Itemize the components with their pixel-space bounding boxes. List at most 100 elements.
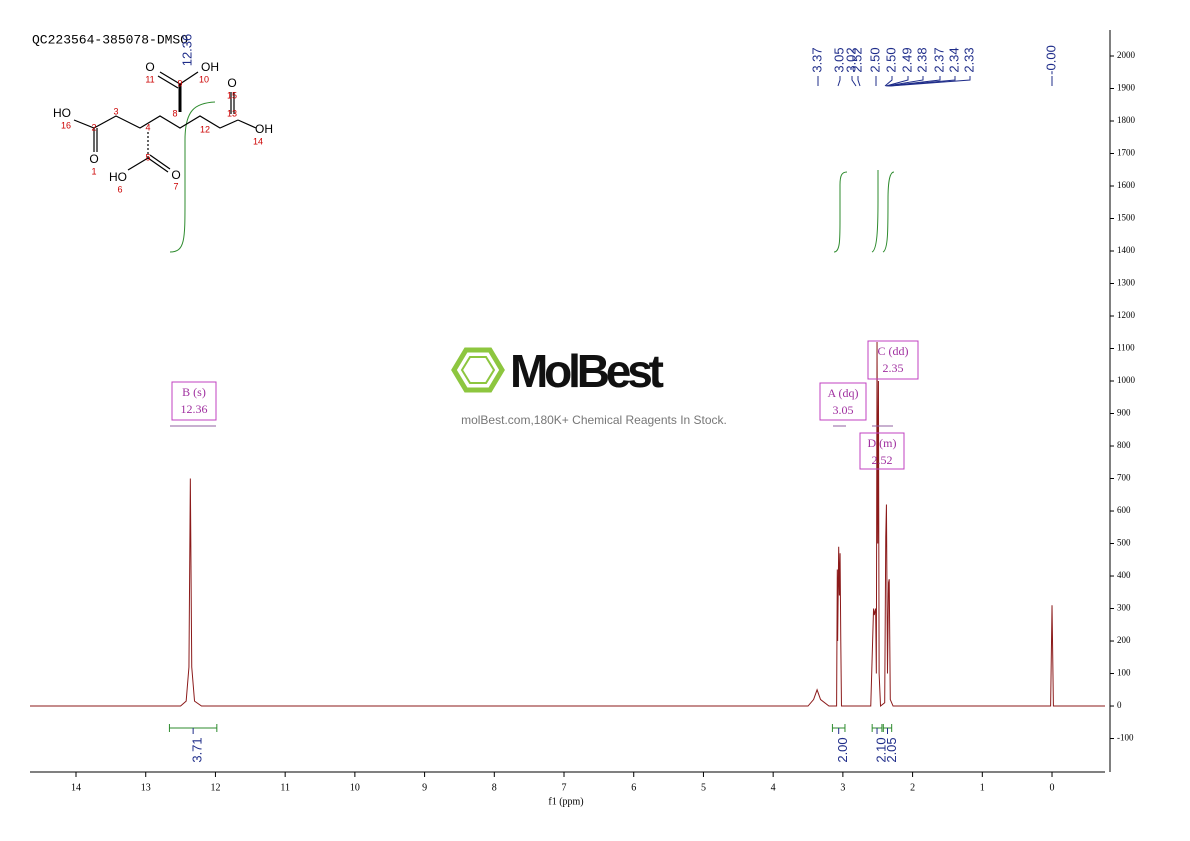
structure-label: OH — [255, 122, 273, 136]
x-tick-label: 8 — [492, 782, 497, 793]
x-tick-label: 1 — [980, 782, 985, 793]
y-tick-label: 1300 — [1117, 278, 1136, 288]
structure-label: 3 — [113, 106, 118, 116]
x-tick-label: 12 — [210, 782, 220, 793]
y-tick-label: 500 — [1117, 538, 1131, 548]
x-tick-label: 6 — [631, 782, 636, 793]
peak-label: 3.37 — [809, 47, 824, 72]
y-tick-label: 1800 — [1117, 115, 1136, 125]
x-tick-label: 5 — [701, 782, 706, 793]
peak-leader — [884, 76, 893, 87]
structure-label: 8 — [172, 108, 177, 118]
multiplet-label: D (m) — [868, 436, 897, 450]
watermark-logo — [451, 347, 505, 393]
x-tick-label: 0 — [1050, 782, 1055, 793]
x-tick-label: 2 — [910, 782, 915, 793]
structure-label: 10 — [199, 74, 209, 84]
structure-label: HO — [109, 170, 127, 184]
peak-leader — [887, 76, 941, 87]
peak-label: 3.02 — [843, 47, 858, 72]
watermark-brand: MolBest — [510, 345, 664, 397]
structure-label: 13 — [227, 108, 237, 118]
y-tick-label: 1000 — [1117, 375, 1136, 385]
spectrum-line — [30, 342, 1105, 708]
y-tick-label: 600 — [1117, 505, 1131, 515]
peak-label: 2.50 — [867, 47, 882, 72]
structure-label: 12 — [200, 124, 210, 134]
peak-label: 2.38 — [914, 47, 929, 72]
structure-label: 2 — [91, 122, 96, 132]
x-tick-label: 14 — [71, 782, 81, 793]
multiplet-shift: 2.52 — [872, 453, 893, 467]
peak-label: 2.37 — [931, 47, 946, 72]
y-tick-label: 1200 — [1117, 310, 1136, 320]
y-tick-label: 1600 — [1117, 180, 1136, 190]
structure-label: 14 — [253, 136, 263, 146]
multiplet-box — [859, 432, 905, 470]
x-tick-label: 9 — [422, 782, 427, 793]
y-tick-label: 1400 — [1117, 245, 1136, 255]
structure-label: OH — [201, 60, 219, 74]
multiplet-box — [171, 381, 217, 421]
y-tick-label: 1100 — [1117, 343, 1135, 353]
x-tick-label: 10 — [350, 782, 360, 793]
multiplet-shift: 3.05 — [833, 403, 854, 417]
x-tick-label: 11 — [280, 782, 290, 793]
integral-curves — [169, 101, 895, 253]
structure-label: 5 — [145, 152, 150, 162]
structure-label: 9 — [177, 78, 182, 88]
multiplet-shift: 12.36 — [181, 402, 208, 416]
structure-label: 11 — [145, 74, 154, 84]
integral-label: 2.05 — [884, 737, 899, 762]
peak-label: 2.34 — [946, 47, 961, 72]
structure-label: O — [89, 152, 98, 166]
peak-label: 2.52 — [849, 47, 864, 72]
multiplet-box — [819, 382, 867, 421]
peak-leader — [885, 76, 909, 87]
peak-label: 12.36 — [179, 34, 194, 67]
x-tick-label: 13 — [141, 782, 151, 793]
integral-label: 2.00 — [835, 737, 850, 762]
molecule-bonds — [73, 71, 257, 173]
y-tick-label: 100 — [1117, 668, 1131, 678]
peak-leader — [889, 76, 971, 87]
multiplet-label: B (s) — [182, 385, 206, 399]
peak-leader — [886, 76, 924, 87]
watermark-tagline: molBest.com,180K+ Chemical Reagents In S… — [461, 413, 727, 427]
peak-leader — [851, 76, 857, 87]
peak-leader — [857, 76, 861, 87]
x-tick-label: 4 — [771, 782, 776, 793]
peak-label: -0.00 — [1043, 45, 1058, 75]
y-tick-label: 1900 — [1117, 83, 1136, 93]
peak-leader — [837, 76, 841, 87]
peak-label: 2.33 — [961, 47, 976, 72]
y-tick-label: 1500 — [1117, 213, 1136, 223]
y-tick-label: 2000 — [1117, 50, 1136, 60]
structure-label: HO — [53, 106, 71, 120]
structure-label: 7 — [173, 181, 178, 191]
y-tick-label: -100 — [1117, 733, 1134, 743]
y-tick-label: 400 — [1117, 570, 1131, 580]
y-tick-label: 800 — [1117, 440, 1131, 450]
x-tick-label: 7 — [562, 782, 567, 793]
x-tick-label: 3 — [840, 782, 845, 793]
structure-label: O — [145, 60, 154, 74]
multiplet-label: A (dq) — [828, 386, 859, 400]
y-tick-label: 0 — [1117, 700, 1122, 710]
peak-label: 2.49 — [899, 47, 914, 72]
y-tick-label: 700 — [1117, 473, 1131, 483]
integral-label: 3.71 — [190, 737, 205, 762]
structure-label: 6 — [117, 184, 122, 194]
structure-label: 1 — [91, 166, 96, 176]
multiplet-box — [867, 340, 919, 380]
y-tick-label: 900 — [1117, 408, 1131, 418]
multiplet-shift: 2.35 — [883, 361, 904, 375]
peak-label: 3.05 — [831, 47, 846, 72]
structure-label: 16 — [61, 120, 71, 130]
y-tick-label: 200 — [1117, 635, 1131, 645]
structure-label: O — [227, 76, 236, 90]
integral-label: 2.10 — [873, 737, 888, 762]
multiplet-label: C (dd) — [878, 344, 909, 358]
